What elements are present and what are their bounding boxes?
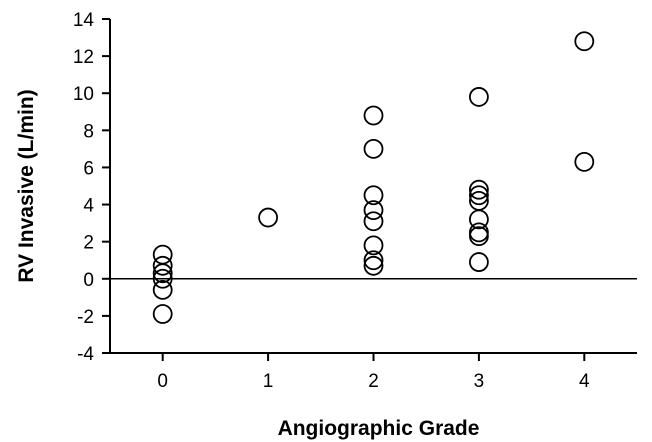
data-point <box>363 255 384 276</box>
x-tick-label: 4 <box>579 371 590 392</box>
x-tick-label: 1 <box>263 371 274 392</box>
data-point <box>363 105 384 126</box>
y-tick-label: -2 <box>77 307 94 328</box>
y-axis-label: RV Invasive (L/min) <box>15 89 38 282</box>
data-point <box>152 280 173 300</box>
data-point <box>574 31 595 52</box>
y-tick-label: 2 <box>83 233 94 254</box>
y-tick-label: 0 <box>83 270 94 291</box>
data-point <box>152 304 173 324</box>
data-point <box>363 200 384 221</box>
data-point <box>363 211 384 232</box>
y-tick-label: 4 <box>83 196 94 217</box>
data-point <box>258 207 279 228</box>
y-tick-label: 8 <box>83 121 94 142</box>
data-point <box>152 268 173 289</box>
data-point <box>468 222 489 243</box>
data-point <box>152 255 173 276</box>
data-point <box>574 151 595 172</box>
data-point <box>152 263 173 284</box>
x-tick-label: 0 <box>157 371 168 392</box>
data-point <box>152 244 173 265</box>
y-tick-label: 6 <box>83 158 94 179</box>
data-point <box>363 138 384 159</box>
data-point <box>363 185 384 206</box>
data-point <box>468 179 489 200</box>
data-points <box>152 31 595 324</box>
y-tick-label: -4 <box>77 344 94 365</box>
x-tick-label: 3 <box>474 371 485 392</box>
x-axis-label: Angiographic Grade <box>278 417 480 440</box>
data-point <box>468 252 489 272</box>
x-tick-label: 2 <box>368 371 379 392</box>
data-point <box>468 185 489 206</box>
y-tick-label: 12 <box>73 47 94 68</box>
data-point <box>468 87 489 107</box>
data-point <box>363 235 384 256</box>
data-point <box>468 226 489 247</box>
y-tick-label: 10 <box>73 84 94 105</box>
data-point <box>468 209 489 230</box>
data-point <box>363 250 384 271</box>
y-tick-label: 14 <box>73 10 95 31</box>
